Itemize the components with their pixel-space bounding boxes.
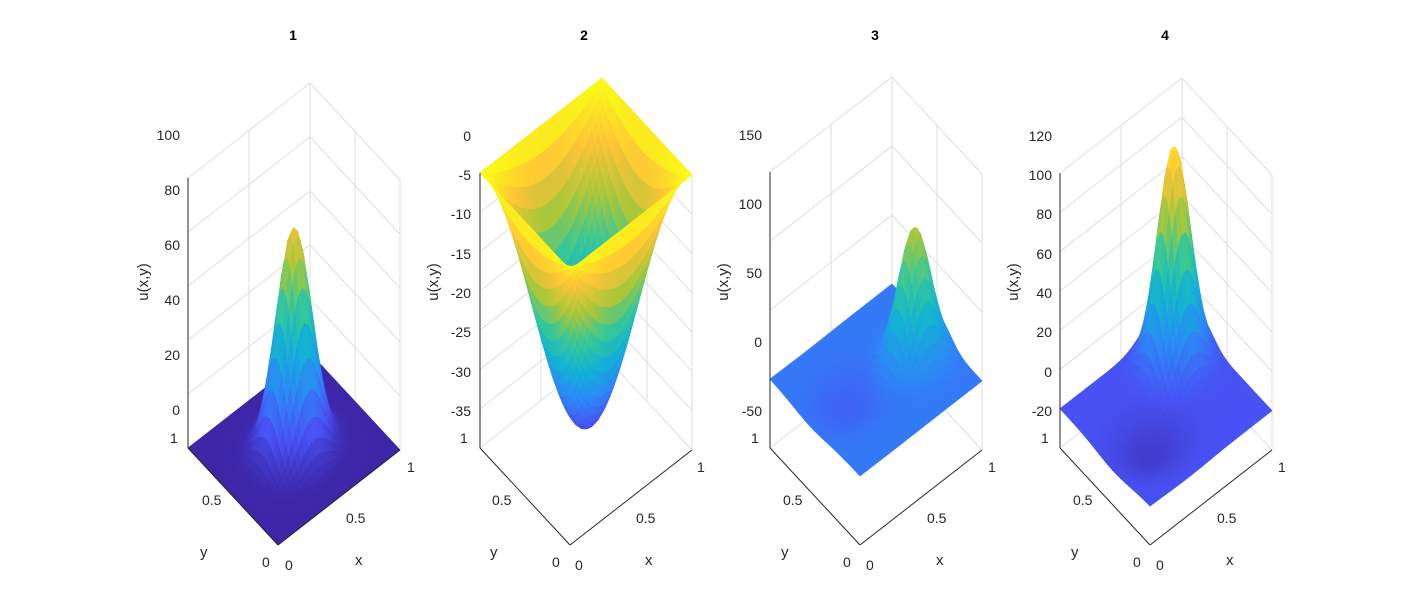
panel-1-y-axis-line [187,447,279,546]
panel-2-z-axis-label: u(x,y) [425,263,442,301]
panel-1-title: 1 [289,27,297,43]
panel-4-y-tick-label: 0.5 [1073,492,1093,508]
panel-3-z-tick-label: -50 [742,403,762,419]
panel-1-y-tick-label: 1 [170,430,178,446]
panel-3-z-tick-label: 100 [739,196,763,212]
panel-2-z-tick-label: 0 [463,128,471,144]
panel-1-z-tick-label: 40 [164,292,180,308]
panel-1-y-tick-label: 0.5 [202,492,222,508]
panel-4-x-axis-label: x [1226,552,1234,569]
panel-2-z-tick-label: -20 [451,285,471,301]
panel-2-x-axis-label: x [645,552,653,569]
panel-1-x-axis-line [277,449,401,546]
panel-1-z-tick-label: 80 [164,182,180,198]
panel-4-y-tick-label: 0 [1133,554,1141,570]
panel-4-z-tick-label: 80 [1036,206,1052,222]
panel-4-x-tick-label: 0 [1156,557,1164,573]
panel-3-x-tick-label: 0.5 [927,510,947,526]
panel-1-y-ticks: 0 0.5 1 [170,430,270,570]
panel-1-z-tick-label: 20 [164,347,180,363]
panel-4-z-axis-label: u(x,y) [1005,263,1022,301]
panel-2-y-tick-label: 0.5 [492,492,512,508]
panel-2-z-tick-label: -5 [459,167,472,183]
panel-3-y-axis-label: y [781,544,789,561]
panel-1-x-tick-label: 0 [285,557,293,573]
panel-2-surface [479,77,693,430]
panel-2-z-tick-label: -35 [451,403,471,419]
panel-1-z-tick-label: 100 [157,127,181,143]
panel-2-x-tick-label: 0 [575,557,583,573]
panel-3-y-tick-label: 0 [843,554,851,570]
panel-1-y-tick-label: 0 [262,554,270,570]
panel-1: 1 0 20 40 60 80 100 u(x,y) 0 0.5 1 y 0 0… [135,27,415,573]
panel-4-title: 4 [1161,27,1169,43]
panel-1-z-ticks: 0 20 40 60 80 100 [157,127,181,418]
panel-1-x-tick-label: 0.5 [346,510,366,526]
panel-4-z-tick-label: 120 [1029,128,1053,144]
panel-3-y-tick-label: 1 [751,430,759,446]
panel-4-y-axis-label: y [1071,544,1079,561]
panel-2-title: 2 [580,27,588,43]
panel-4-x-tick-label: 1 [1278,459,1286,475]
panel-4-y-tick-label: 1 [1041,430,1049,446]
panel-4-x-tick-label: 0.5 [1217,510,1237,526]
panel-1-x-tick-label: 1 [407,459,415,475]
panel-2-x-tick-label: 0.5 [636,510,656,526]
panel-3-x-tick-label: 0 [866,557,874,573]
panel-3-z-axis-label: u(x,y) [715,263,732,301]
panel-2-x-tick-label: 1 [697,459,705,475]
panel-1-axes [187,178,401,546]
panel-1-z-axis-label: u(x,y) [135,263,152,301]
panel-4-z-tick-label: 20 [1036,324,1052,340]
panel-3-z-tick-label: 50 [746,265,762,281]
panel-2-y-tick-label: 0 [552,554,560,570]
panel-1-y-axis-label: y [200,544,208,561]
panel-3-z-tick-label: 0 [754,334,762,350]
panel-3-x-axis-label: x [936,552,944,569]
panel-2-z-tick-label: -15 [451,246,471,262]
panel-1-z-tick-label: 0 [172,402,180,418]
panel-3-y-tick-label: 0.5 [783,492,803,508]
panel-4-z-tick-label: 0 [1044,364,1052,380]
panel-1-x-ticks: 0 0.5 1 [285,459,415,573]
panel-2-y-tick-label: 1 [460,430,468,446]
panel-2-y-axis-label: y [490,544,498,561]
panel-3-z-tick-label: 150 [739,127,763,143]
panel-2: 2 -35 -30 -25 -20 -15 -10 -5 0 u(x,y) 0 … [425,27,705,573]
panel-3-title: 3 [871,27,879,43]
panel-1-surface [187,226,401,546]
panel-4-z-tick-label: 60 [1036,246,1052,262]
panel-2-z-tick-label: -25 [451,324,471,340]
panel-4-z-tick-label: 100 [1029,167,1053,183]
panel-4-z-tick-label: -20 [1032,403,1052,419]
panel-1-x-axis-label: x [355,552,363,569]
panel-1-z-tick-label: 60 [164,237,180,253]
panel-4-z-tick-label: 40 [1036,285,1052,301]
panel-3-x-tick-label: 1 [988,459,996,475]
panel-2-z-tick-label: -30 [451,364,471,380]
panel-2-z-tick-label: -10 [451,206,471,222]
